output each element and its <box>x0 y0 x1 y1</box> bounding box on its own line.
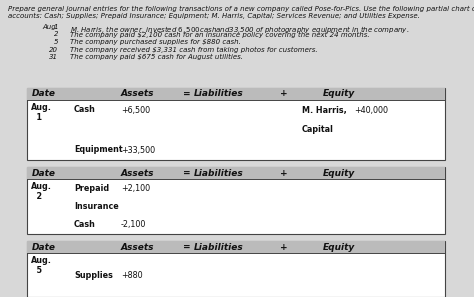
Text: Capital: Capital <box>302 126 334 135</box>
Text: +: + <box>280 89 288 99</box>
Text: +880: +880 <box>121 271 143 279</box>
Text: Equity: Equity <box>323 242 355 252</box>
Text: Liabilities: Liabilities <box>194 242 244 252</box>
Text: Prepaid: Prepaid <box>74 184 109 193</box>
Text: Aug.
  5: Aug. 5 <box>31 256 52 275</box>
Bar <box>27 241 445 253</box>
Text: Insurance: Insurance <box>74 202 119 211</box>
Bar <box>27 167 445 234</box>
Text: Equipment: Equipment <box>74 146 123 154</box>
Text: =: = <box>183 168 191 178</box>
Bar <box>27 167 445 179</box>
Text: The company paid $675 cash for August utilities.: The company paid $675 cash for August ut… <box>70 54 243 60</box>
Text: Date: Date <box>32 89 56 99</box>
Text: +33,500: +33,500 <box>121 146 155 154</box>
Text: M. Harris, the owner, invested $6,500 cash and $33,500 of photography equipment : M. Harris, the owner, invested $6,500 ca… <box>70 24 410 35</box>
Text: Cash: Cash <box>74 105 96 115</box>
Text: 31: 31 <box>49 54 58 60</box>
Text: +2,100: +2,100 <box>121 184 150 193</box>
Text: Supplies: Supplies <box>74 271 113 279</box>
Text: Aug.
  1: Aug. 1 <box>31 103 52 122</box>
Text: Cash: Cash <box>74 220 96 229</box>
Text: Date: Date <box>32 242 56 252</box>
Text: 20: 20 <box>49 47 58 53</box>
Bar <box>27 88 445 100</box>
Text: =: = <box>183 242 191 252</box>
Text: Prepare general journal entries for the following transactions of a new company : Prepare general journal entries for the … <box>8 6 474 12</box>
Text: =: = <box>183 89 191 99</box>
Text: Liabilities: Liabilities <box>194 89 244 99</box>
Text: +40,000: +40,000 <box>354 105 388 115</box>
Text: The company paid $2,100 cash for an insurance policy covering the next 24 months: The company paid $2,100 cash for an insu… <box>70 31 370 38</box>
Text: Liabilities: Liabilities <box>194 168 244 178</box>
Text: accounts: Cash; Supplies; Prepaid Insurance; Equipment; M. Harris, Capital; Serv: accounts: Cash; Supplies; Prepaid Insura… <box>8 13 420 19</box>
Text: The company received $3,331 cash from taking photos for customers.: The company received $3,331 cash from ta… <box>70 47 318 53</box>
Text: M. Harris,: M. Harris, <box>302 105 347 115</box>
Text: Assets: Assets <box>120 89 154 99</box>
Text: -2,100: -2,100 <box>121 220 146 229</box>
Text: 5: 5 <box>54 39 58 45</box>
Text: Equity: Equity <box>323 168 355 178</box>
Bar <box>27 88 445 160</box>
Text: +: + <box>280 242 288 252</box>
Text: 1: 1 <box>54 24 58 30</box>
Text: 2: 2 <box>54 31 58 37</box>
Text: +: + <box>280 168 288 178</box>
Text: +6,500: +6,500 <box>121 105 150 115</box>
Text: Aug.: Aug. <box>42 24 58 30</box>
Text: Assets: Assets <box>120 242 154 252</box>
Bar <box>27 241 445 297</box>
Text: Aug.
  2: Aug. 2 <box>31 182 52 201</box>
Text: Equity: Equity <box>323 89 355 99</box>
Text: Date: Date <box>32 168 56 178</box>
Text: The company purchased supplies for $880 cash.: The company purchased supplies for $880 … <box>70 39 241 45</box>
Text: Assets: Assets <box>120 168 154 178</box>
